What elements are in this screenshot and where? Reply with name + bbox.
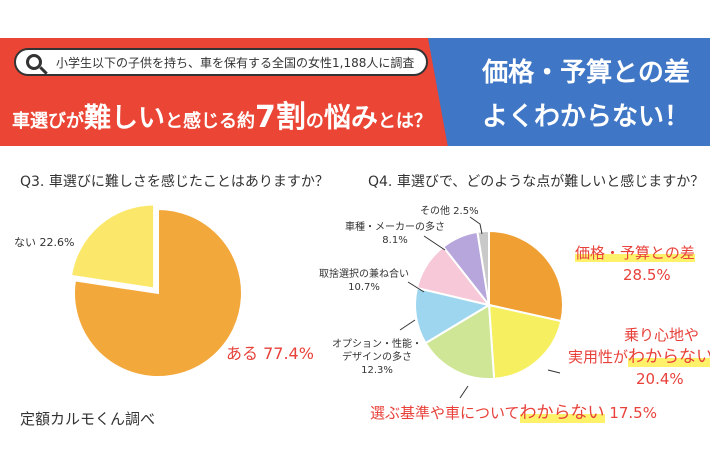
leader-line [547, 369, 561, 374]
pie-slice-price [488, 229, 564, 323]
q3-title: Q3. 車選びに難しさを感じたことはありますか？ [20, 174, 329, 190]
q4-label-tradeoff-1: 取捨選択の兼ね合い [319, 269, 409, 280]
source-credit: 定額カルモくん調べ [20, 410, 156, 428]
headline-part: の [305, 111, 324, 132]
leader-line [423, 235, 446, 251]
q4-label-options-2: デザインの多さ [342, 352, 412, 363]
answer-line-2: よくわからない！ [481, 102, 690, 132]
pie-slice-no [69, 203, 156, 290]
leader-line [459, 385, 469, 399]
headline-part: と感じる約 [165, 111, 255, 132]
q3-pie [69, 203, 243, 378]
q4-label-price: 価格・予算との差 [575, 244, 695, 263]
q4-label-other: その他 2.5% [420, 206, 479, 217]
pie-slice-yes [73, 207, 243, 378]
headline-part: が [66, 111, 84, 132]
q4-label-price-value: 28.5% [623, 266, 671, 284]
pie-slice-criteria [424, 303, 496, 380]
q4-label-options: オプション・性能・ デザインの多さ 12.3% [322, 338, 432, 377]
magnifier-icon [26, 54, 42, 70]
q4-label-ride-2b: わからない [628, 347, 710, 367]
q4-label-models: 車種・メーカーの多さ 8.1% [336, 221, 454, 247]
headline-part: 難しい [84, 103, 165, 134]
q4-label-models-1: 車種・メーカーの多さ [345, 222, 445, 233]
leader-line [399, 319, 416, 331]
headline-part: とは？ [377, 111, 432, 132]
q4-label-ride-2: 実用性がわからない [568, 347, 710, 367]
leader-lines [399, 216, 561, 399]
q3-label-yes: ある 77.4% [226, 344, 314, 363]
q4-label-criteria: 選ぶ基準や車についてわからない 17.5% [370, 403, 657, 423]
q3-label-no: ない 22.6% [14, 236, 75, 249]
headline-part: 7割 [255, 100, 306, 135]
q4-label-ride-1: 乗り心地や [624, 326, 700, 344]
q4-label-ride-3: 20.4% [636, 370, 684, 388]
headline-part: 車選び [12, 111, 66, 132]
headline: 車選び が 難しい と感じる約 7割 の 悩み とは？ [12, 92, 432, 135]
answer-line-1: 価格・予算との差 [482, 58, 690, 88]
q4-label-options-1: オプション・性能・ [332, 339, 422, 350]
survey-text: 小学生以下の子供を持ち、車を保有する全国の女性1,188人に調査 [56, 55, 415, 70]
q4-title: Q4. 車選びで、どのような点が難しいと感じますか？ [368, 174, 705, 190]
pie-slice-other [476, 229, 490, 306]
headline-part: 悩み [323, 103, 378, 134]
pie-slice-ride [487, 303, 563, 380]
q4-label-price-title: 価格・予算との差 [575, 244, 695, 262]
q4-label-models-2: 8.1% [382, 235, 408, 246]
q4-label-criteria-a: 選ぶ基準や車について [370, 404, 520, 422]
q4-pie [414, 229, 564, 380]
survey-caption: 小学生以下の子供を持ち、車を保有する全国の女性1,188人に調査 [14, 48, 428, 76]
answer-banner [428, 38, 710, 146]
leader-line [469, 216, 483, 235]
q4-label-tradeoff-2: 10.7% [348, 282, 380, 293]
q4-label-criteria-c: 17.5% [604, 404, 657, 422]
q4-label-tradeoff: 取捨選択の兼ね合い 10.7% [308, 268, 420, 294]
leader-line [407, 281, 425, 293]
q4-label-ride-2a: 実用性が [568, 348, 629, 366]
q4-label-criteria-b: わからない [519, 403, 605, 423]
q4-label-options-3: 12.3% [361, 365, 393, 376]
